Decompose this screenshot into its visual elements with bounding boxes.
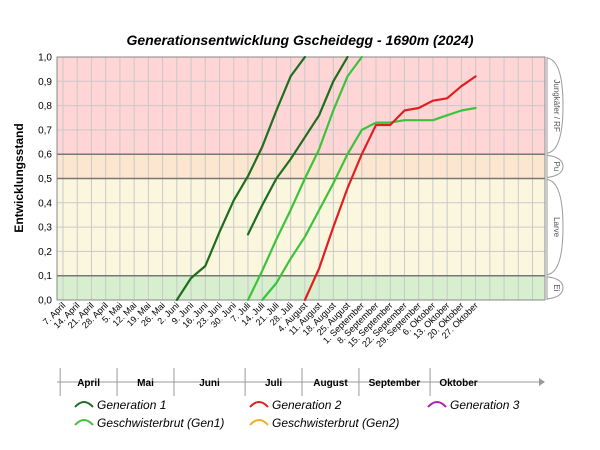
stage-axis: Jungkäfer / RF Pu Larve Ei [546,57,564,300]
series-line-4 [303,75,477,302]
stage-label: Jungkäfer / RF [552,79,561,132]
month-label: Juli [265,378,282,389]
month-label: August [313,378,348,389]
y-axis-label: Entwicklungsstand [12,123,26,232]
y-tick-label: 0,6 [38,150,52,161]
y-tick-label: 0,3 [38,223,52,234]
series-line-0 [175,55,306,302]
legend: Generation 1 Generation 2 Generation 3 Gesc… [74,398,520,430]
legend-label: Geschwisterbrut (Gen1) [97,416,224,430]
y-tick-label: 0,8 [38,101,52,112]
legend-swatch [74,419,94,426]
y-tick-label: 1,0 [38,53,52,64]
stage-bracket [546,57,564,154]
legend-swatch [74,401,94,408]
month-label: Oktober [439,378,477,389]
stage-bracket [546,276,564,300]
y-tick-label: 0,0 [38,296,52,307]
month-label: Mai [137,378,154,389]
legend-label: Generation 3 [450,398,520,412]
legend-swatch [249,401,269,408]
month-axis-arrow [539,378,545,386]
legend-swatch [249,419,269,426]
legend-swatch [427,401,447,408]
series-line-2 [246,55,363,302]
stage-label: Pu [552,162,561,172]
y-tick-label: 0,2 [38,247,52,258]
y-tick-label: 0,5 [38,174,52,185]
y-tick-label: 0,7 [38,125,52,136]
stage-label: Larve [552,217,561,238]
legend-label: Geschwisterbrut (Gen2) [272,416,399,430]
legend-label: Generation 1 [97,398,166,412]
stage-bracket [546,179,564,276]
stage-band-1 [57,154,545,179]
series-line-3 [261,106,477,302]
chart-title: Generationsentwicklung Gscheidegg - 1690… [127,32,474,48]
month-axis: April Mai Juni Juli August September Oktober [57,368,545,396]
month-label: April [77,378,100,389]
y-tick-label: 0,1 [38,271,52,282]
grid-lines [56,56,546,301]
stage-bracket [546,154,564,178]
y-tick-label: 0,9 [38,77,52,88]
stage-band-3 [57,275,545,300]
plot-frame [56,56,546,301]
y-axis: 0,0 0,1 0,2 0,3 0,4 0,5 0,6 0,7 0,8 0,9 1,0 [38,53,52,307]
legend-label: Generation 2 [272,398,342,412]
series-line-1 [246,55,349,236]
y-tick-label: 0,4 [38,198,52,209]
month-label: Juni [199,378,220,389]
series-lines [175,55,477,302]
month-label: September [369,378,421,389]
stage-label: Ei [552,284,561,291]
